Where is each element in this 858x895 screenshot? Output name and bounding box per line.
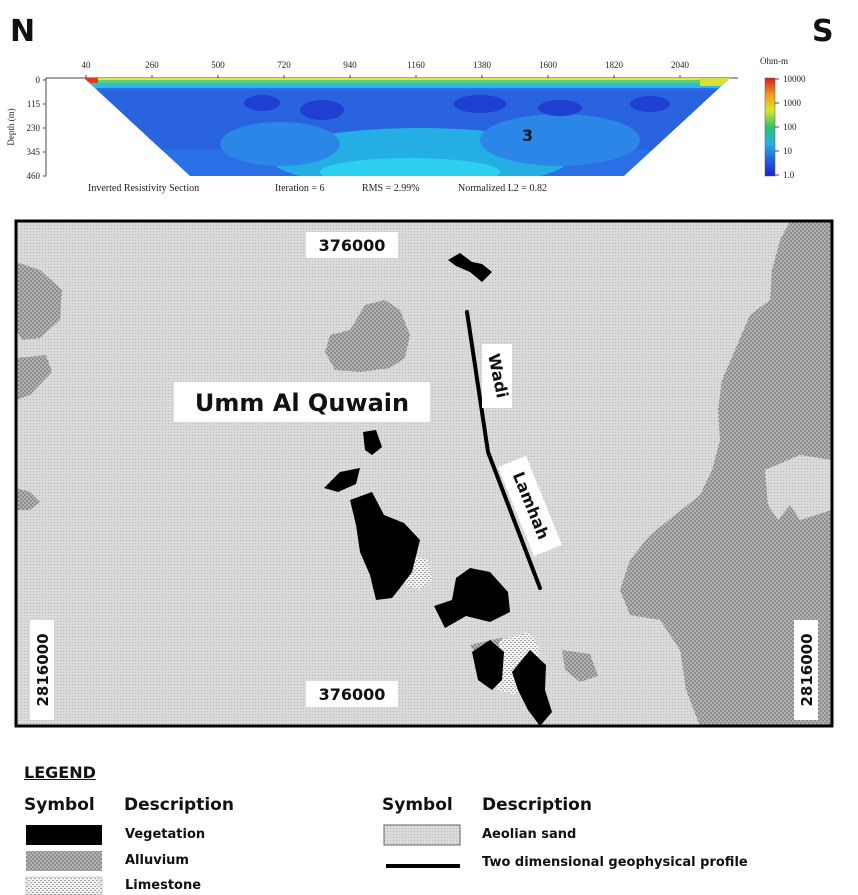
legend-alluvium-swatch bbox=[26, 851, 102, 871]
lamhah-label-box bbox=[498, 455, 562, 557]
northing-right-box bbox=[794, 620, 818, 720]
map-border bbox=[14, 219, 834, 728]
section-body bbox=[84, 78, 730, 176]
x-tick-label: 40 bbox=[82, 60, 92, 70]
alluvium-south-2 bbox=[562, 650, 598, 682]
alluvium-west-1 bbox=[16, 262, 62, 340]
south-label: S bbox=[812, 14, 834, 49]
x-tick-label: 2040 bbox=[671, 60, 690, 70]
legend-alluvium-label: Alluvium bbox=[125, 853, 189, 868]
wadi-label-box bbox=[482, 344, 512, 408]
footer-section-text: Inverted Resistivity Section bbox=[88, 183, 199, 194]
legend-aeolian-swatch bbox=[383, 824, 461, 846]
legend-profile-label: Two dimensional geophysical profile bbox=[482, 855, 748, 870]
legend-vegetation-label: Vegetation bbox=[125, 827, 206, 842]
scale-tick-label: 1.0 bbox=[783, 170, 795, 180]
northing-right-label: 2816000 bbox=[798, 633, 816, 706]
vegetation-5 bbox=[434, 568, 510, 628]
vegetation-7 bbox=[512, 650, 552, 726]
alluvium-east bbox=[620, 221, 832, 726]
easting-top-label: 376000 bbox=[319, 236, 386, 255]
vegetation-4 bbox=[350, 492, 420, 600]
scale-tick-label: 10000 bbox=[783, 74, 806, 84]
legend-right-description-header: Description bbox=[482, 795, 592, 815]
scale-tick-label: 100 bbox=[783, 122, 797, 132]
scale-title: Ohm-m bbox=[760, 56, 788, 66]
x-tick-label: 720 bbox=[277, 60, 291, 70]
x-tick-label: 500 bbox=[211, 60, 225, 70]
resistivity-section: 40 260 500 720 940 1160 1380 1600 1820 2040 0 115 2… bbox=[6, 56, 806, 194]
north-label: N bbox=[10, 14, 36, 49]
footer-l2-text: Normalized L2 = 0.82 bbox=[458, 183, 547, 194]
scale-tick-label: 1000 bbox=[783, 98, 802, 108]
depth-tick-label: 345 bbox=[27, 147, 41, 157]
depth-tick-label: 115 bbox=[27, 99, 41, 109]
legend-vegetation-swatch bbox=[26, 825, 102, 845]
legend-title: LEGEND bbox=[24, 763, 96, 782]
x-tick-label: 1820 bbox=[605, 60, 624, 70]
geophysical-profile-line bbox=[465, 310, 542, 590]
map-features bbox=[16, 221, 832, 726]
depth-tick-label: 0 bbox=[36, 75, 41, 85]
alluvium-west-2 bbox=[16, 355, 52, 400]
scale-tick-group: 10000 1000 100 10 1.0 bbox=[775, 74, 806, 180]
depth-axis-label: Depth (m) bbox=[6, 108, 16, 145]
depth-tick-label: 460 bbox=[27, 171, 41, 181]
x-tick-label: 1600 bbox=[539, 60, 558, 70]
northing-left-label: 2816000 bbox=[34, 633, 52, 706]
legend-left-description-header: Description bbox=[124, 795, 234, 815]
legend-limestone-swatch bbox=[25, 876, 103, 895]
vegetation-6 bbox=[472, 640, 504, 690]
easting-top-box bbox=[306, 232, 398, 258]
vegetation-3 bbox=[324, 468, 360, 492]
depth-tick-group: 0 115 230 345 460 bbox=[27, 75, 46, 181]
x-tick-label: 1160 bbox=[407, 60, 425, 70]
x-tick-label: 940 bbox=[343, 60, 357, 70]
alluvium-central bbox=[325, 300, 410, 372]
depth-tick-label: 230 bbox=[27, 123, 41, 133]
footer-iteration-text: Iteration = 6 bbox=[275, 183, 325, 194]
section-marker: 3 bbox=[522, 126, 533, 145]
easting-bottom-box bbox=[306, 681, 398, 707]
x-tick-label: 260 bbox=[145, 60, 159, 70]
northing-left-box bbox=[30, 620, 54, 720]
scale-tick-label: 10 bbox=[783, 146, 793, 156]
legend-right-symbol-header: Symbol bbox=[382, 795, 453, 815]
vegetation-1 bbox=[448, 253, 492, 282]
place-name-box bbox=[174, 382, 430, 422]
legend-aeolian-label: Aeolian sand bbox=[482, 827, 577, 842]
place-name-label: Umm Al Quwain bbox=[195, 389, 409, 417]
legend-limestone-label: Limestone bbox=[125, 878, 202, 893]
x-tick-label: 1380 bbox=[473, 60, 492, 70]
footer-rms-text: RMS = 2.99% bbox=[362, 183, 420, 194]
vegetation-2 bbox=[363, 430, 382, 455]
legend-left-symbol-header: Symbol bbox=[24, 795, 95, 815]
sand-window-east bbox=[765, 455, 832, 520]
alluvium-west-3 bbox=[16, 488, 40, 510]
easting-bottom-label: 376000 bbox=[319, 685, 386, 704]
x-tick-group: 40 260 500 720 940 1160 1380 1600 1820 2040 bbox=[82, 60, 690, 78]
